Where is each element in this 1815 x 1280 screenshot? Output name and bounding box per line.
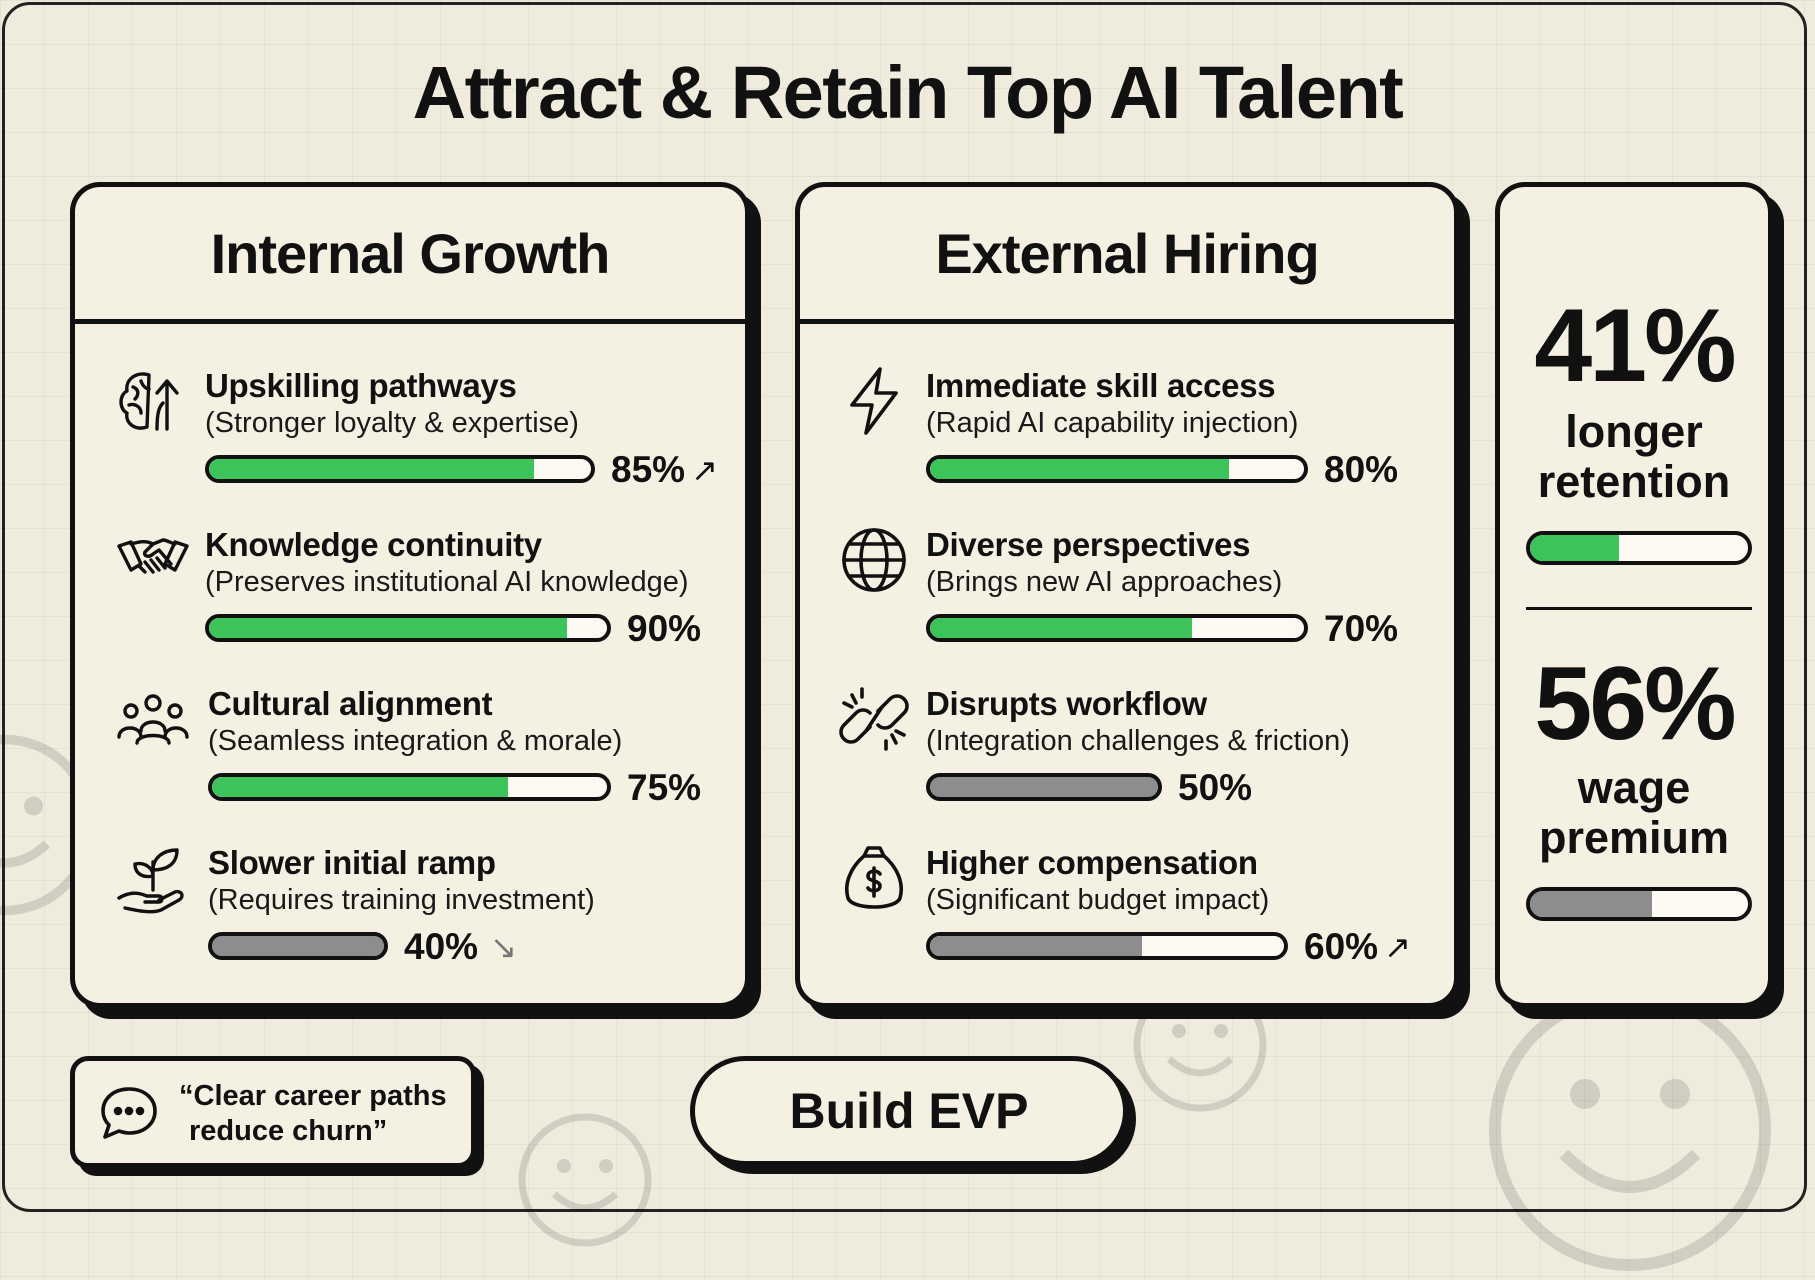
progress-fill (1530, 891, 1653, 917)
percent-value: 75% (627, 767, 702, 808)
stat-label-line: longer (1565, 406, 1703, 457)
handshake-icon (115, 522, 191, 598)
list-item: Higher compensation (Significant budget … (836, 840, 1456, 970)
progress-fill (1530, 535, 1620, 561)
progress-fill (209, 618, 568, 638)
percent-value: 70% (1324, 608, 1399, 649)
item-subtitle: (Rapid AI capability injection) (926, 407, 1299, 439)
page-title: Attract & Retain Top AI Talent (412, 51, 1404, 134)
item-subtitle: (Significant budget impact) (926, 884, 1270, 916)
quote-box: “Clear career paths reduce churn” (70, 1056, 476, 1168)
team-icon (115, 681, 191, 757)
list-item: Immediate skill access (Rapid AI capabil… (836, 363, 1456, 493)
percent-label: 80% (1324, 449, 1404, 491)
progress-fill (209, 459, 534, 479)
progress-bar (205, 455, 595, 483)
wage-bar (1526, 887, 1752, 921)
progress-fill (212, 777, 509, 797)
progress-fill (212, 936, 384, 956)
percent-label: 85% ↗ (611, 449, 718, 491)
item-title: Disrupts workflow (926, 685, 1207, 722)
retention-stat-number: 41% (1534, 288, 1736, 404)
progress-bar (926, 932, 1288, 960)
external-hiring-card: External Hiring Immediate skill access (… (795, 182, 1459, 1008)
progress-fill (930, 777, 1158, 797)
progress-bar (208, 932, 388, 960)
brain-arrow-icon (115, 363, 191, 439)
percent-value: 60% (1304, 926, 1379, 967)
item-subtitle: (Preserves institutional AI knowledge) (205, 566, 689, 598)
progress-bar (208, 773, 611, 801)
item-subtitle: (Requires training investment) (208, 884, 595, 916)
percent-value: 80% (1324, 449, 1399, 490)
internal-growth-card: Internal Growth Upskilling pathways (Str… (70, 182, 750, 1008)
item-title: Upskilling pathways (205, 367, 517, 404)
progress-bar (926, 455, 1308, 483)
percent-value: 90% (627, 608, 702, 649)
smiley-decoration-icon (1489, 989, 1771, 1271)
item-title: Knowledge continuity (205, 526, 542, 563)
broken-link-icon (836, 681, 912, 757)
item-subtitle: (Integration challenges & friction) (926, 725, 1350, 757)
progress-bar (926, 773, 1162, 801)
stat-label-line: retention (1537, 456, 1731, 507)
build-evp-button[interactable]: Build EVP (690, 1056, 1128, 1166)
item-title: Immediate skill access (926, 367, 1276, 404)
percent-value: 85% (611, 449, 686, 490)
retention-bar (1526, 531, 1752, 565)
internal-growth-heading: Internal Growth (75, 187, 745, 324)
trend-up-icon: ↗ (1384, 929, 1411, 965)
progress-bar (926, 614, 1308, 642)
list-item: Upskilling pathways (Stronger loyalty & … (115, 363, 735, 493)
sprout-hand-icon (115, 840, 191, 916)
trend-down-icon: ↘ (490, 929, 517, 965)
percent-label: 50% (1178, 767, 1258, 809)
divider (1526, 607, 1752, 610)
list-item: Diverse perspectives (Brings new AI appr… (836, 522, 1456, 652)
progress-bar (205, 614, 611, 642)
quote-text: “Clear career paths reduce churn” (179, 1079, 447, 1149)
globe-icon (836, 522, 912, 598)
progress-fill (930, 459, 1230, 479)
stat-label-line: premium (1538, 812, 1730, 863)
progress-fill (930, 936, 1143, 956)
percent-label: 90% (627, 608, 707, 650)
item-title: Slower initial ramp (208, 844, 496, 881)
progress-fill (930, 618, 1192, 638)
percent-value: 40% (404, 926, 479, 967)
wage-stat-label: wage premium (1500, 763, 1768, 863)
speech-bubble-icon (97, 1083, 161, 1143)
list-item: Cultural alignment (Seamless integration… (115, 681, 735, 811)
external-hiring-heading: External Hiring (800, 187, 1454, 324)
item-title: Higher compensation (926, 844, 1258, 881)
stats-card: 41% longer retention 56% wage premium (1495, 182, 1773, 1008)
page-frame (2, 2, 1807, 1212)
list-item: Knowledge continuity (Preserves institut… (115, 522, 735, 652)
percent-label: 40% ↘ (404, 926, 517, 968)
percent-label: 60% ↗ (1304, 926, 1411, 968)
item-title: Diverse perspectives (926, 526, 1251, 563)
quote-line: “Clear career paths (179, 1080, 447, 1112)
item-subtitle: (Seamless integration & morale) (208, 725, 623, 757)
retention-stat-label: longer retention (1500, 407, 1768, 507)
smiley-decoration-icon (518, 1113, 652, 1247)
list-item: Slower initial ramp (Requires training i… (115, 840, 735, 970)
list-item: Disrupts workflow (Integration challenge… (836, 681, 1456, 811)
money-bag-icon (836, 840, 912, 916)
item-title: Cultural alignment (208, 685, 493, 722)
quote-line: reduce churn” (189, 1115, 388, 1147)
item-subtitle: (Stronger loyalty & expertise) (205, 407, 579, 439)
item-subtitle: (Brings new AI approaches) (926, 566, 1283, 598)
wage-stat-number: 56% (1534, 646, 1736, 762)
percent-value: 50% (1178, 767, 1253, 808)
percent-label: 75% (627, 767, 707, 809)
stat-label-line: wage (1577, 762, 1691, 813)
lightning-icon (836, 363, 912, 439)
trend-up-icon: ↗ (691, 452, 718, 488)
percent-label: 70% (1324, 608, 1404, 650)
